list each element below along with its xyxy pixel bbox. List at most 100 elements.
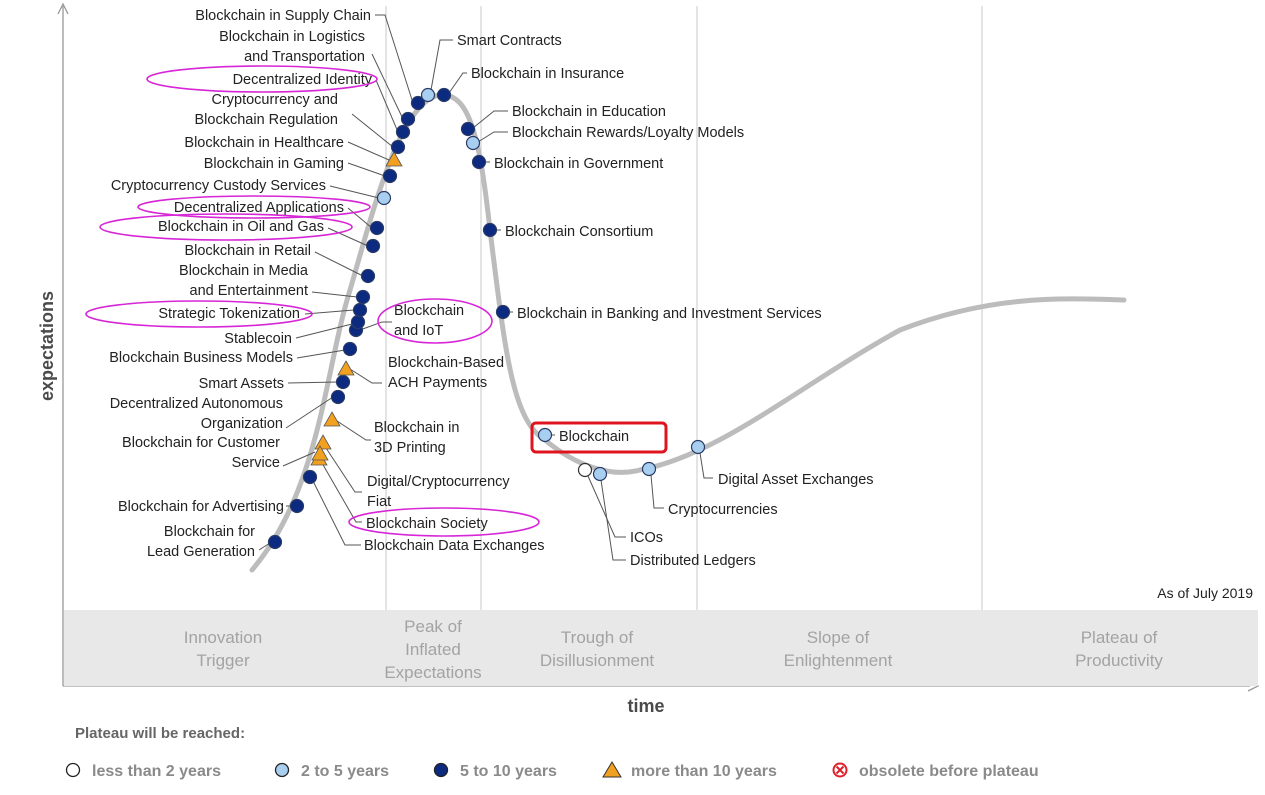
y-axis-label: expectations — [37, 291, 57, 401]
label-blockchain-in-education: Blockchain in Education — [512, 104, 666, 120]
legend-marker-less-than-2-years — [65, 762, 81, 778]
leader-line-decentralized-applications — [347, 207, 373, 229]
marker-blockchain-in-education — [460, 121, 476, 137]
marker-blockchain-rewards-loyalty-models — [465, 135, 481, 151]
marker-digital-asset-exchanges — [690, 439, 706, 455]
highlight-ellipse-blockchain-and-iot — [377, 298, 493, 344]
legend-label-obsolete-before-plateau: obsolete before plateau — [859, 763, 1039, 780]
technology-labels: Blockchain for Lead Generation Blockchain … — [109, 8, 873, 569]
label-digital-asset-exchanges: Digital Asset Exchanges — [718, 472, 874, 488]
hype-curve-line — [249, 92, 1127, 573]
label-blockchain-consortium: Blockchain Consortium — [505, 224, 653, 240]
marker-blockchain-in-logistics-and-transportation — [400, 111, 416, 127]
leader-line-stablecoin — [295, 323, 353, 339]
leader-line-distributed-ledgers — [600, 479, 626, 561]
label-blockchain-business-models: Blockchain Business Models — [109, 350, 293, 366]
legend-x-mark — [835, 765, 845, 775]
highlight-ellipse-blockchain-in-oil-and-gas — [99, 213, 353, 241]
label-blockchain-in-supply-chain: Blockchain in Supply Chain — [195, 8, 371, 24]
label-blockchain-in-oil-and-gas: Blockchain in Oil and Gas — [158, 219, 324, 235]
legend-title: Plateau will be reached: — [75, 725, 245, 742]
leader-line-cryptocurrency-and-blockchain-regulation — [351, 113, 394, 148]
label-blockchain-for-customer-service: Blockchain for Customer Service — [122, 435, 280, 471]
marker-strategic-tokenization — [352, 302, 368, 318]
marker-blockchain-for-customer-service — [311, 445, 329, 461]
leader-line-blockchain-rewards-loyalty-models — [477, 131, 508, 143]
leader-line-digital-cryptocurrency-fiat — [325, 447, 362, 493]
leader-line-blockchain-for-lead-generation — [258, 542, 271, 551]
legend-marker-5-to-10-years — [433, 762, 449, 778]
marker-blockchain-in-oil-and-gas — [365, 238, 381, 254]
leader-line-blockchain-society — [321, 462, 362, 523]
marker-cryptocurrency-and-blockchain-regulation — [390, 139, 406, 155]
marker-digital-cryptocurrency-fiat — [314, 434, 332, 450]
label-cryptocurrencies: Cryptocurrencies — [668, 502, 778, 518]
label-blockchain: Blockchain — [559, 429, 629, 445]
phase-peak-of-inflated-expectations: Peak of Inflated Expectations — [384, 617, 481, 682]
label-blockchain-in-healthcare: Blockchain in Healthcare — [184, 135, 344, 151]
leader-line-blockchain-in-education — [472, 110, 508, 129]
marker-decentralized-autonomous-organization — [330, 389, 346, 405]
marker-decentralized-applications — [369, 220, 385, 236]
phase-band: Innovation Trigger Peak of Inflated Expectat… — [64, 610, 1258, 686]
label-blockchain-in-retail: Blockchain in Retail — [184, 243, 311, 259]
label-distributed-ledgers: Distributed Ledgers — [630, 553, 756, 569]
marker-smart-assets — [335, 374, 351, 390]
leader-line-blockchain-business-models — [296, 349, 346, 359]
label-cryptocurrency-and-blockchain-regulation: Cryptocurrency and Blockchain Regulation — [195, 92, 338, 128]
marker-blockchain-for-lead-generation — [267, 534, 283, 550]
label-blockchain-based-ach-payments: Blockchain-Based ACH Payments — [388, 355, 504, 391]
leader-line-decentralized-autonomous-organization — [285, 396, 334, 429]
label-blockchain-rewards-loyalty-models: Blockchain Rewards/Loyalty Models — [512, 125, 744, 141]
label-blockchain-in-banking-and-investment-services: Blockchain in Banking and Investment Ser… — [517, 306, 822, 322]
label-blockchain-data-exchanges: Blockchain Data Exchanges — [364, 538, 545, 554]
marker-distributed-ledgers — [592, 466, 608, 482]
leader-line-blockchain-in-supply-chain — [375, 14, 414, 104]
leader-line-cryptocurrencies — [650, 474, 664, 509]
label-blockchain-society: Blockchain Society — [366, 516, 488, 532]
highlight-ellipse-blockchain-society — [348, 507, 540, 537]
marker-blockchain-in-supply-chain — [410, 95, 426, 111]
label-blockchain-in-3d-printing: Blockchain in 3D Printing — [374, 420, 459, 456]
marker-icos — [577, 462, 593, 478]
marker-blockchain-in-gaming — [382, 168, 398, 184]
marker-decentralized-identity — [395, 124, 411, 140]
marker-blockchain-in-media-and-entertainment — [355, 289, 371, 305]
x-axis-label: time — [627, 696, 664, 716]
marker-blockchain-business-models — [342, 341, 358, 357]
label-decentralized-identity: Decentralized Identity — [233, 72, 373, 88]
label-decentralized-autonomous-organization: Decentralized Autonomous Organization — [110, 396, 283, 432]
highlight-ellipse-decentralized-identity — [146, 65, 378, 93]
as-of-note: As of July 2019 — [1157, 585, 1253, 601]
legend-label-5-to-10-years: 5 to 10 years — [460, 763, 557, 780]
leader-line-blockchain-in-media-and-entertainment — [311, 291, 358, 298]
label-blockchain-in-gaming: Blockchain in Gaming — [204, 156, 344, 172]
label-blockchain-in-insurance: Blockchain in Insurance — [471, 66, 624, 82]
leader-line-smart-assets — [287, 381, 339, 384]
label-decentralized-applications: Decentralized Applications — [174, 200, 344, 216]
marker-blockchain-in-healthcare — [385, 151, 403, 167]
label-stablecoin: Stablecoin — [224, 331, 292, 347]
leader-line-smart-contracts — [430, 39, 453, 91]
legend-label-less-than-2-years: less than 2 years — [92, 763, 221, 780]
phase-plateau-of-productivity: Plateau of Productivity — [1075, 628, 1163, 670]
marker-blockchain-based-ach-payments — [337, 360, 355, 376]
label-digital-cryptocurrency-fiat: Digital/Cryptocurrency Fiat — [367, 474, 510, 510]
leader-line-blockchain-based-ach-payments — [349, 368, 382, 384]
label-cryptocurrency-custody-services: Cryptocurrency Custody Services — [111, 178, 326, 194]
legend-marker-more-than-10-years — [602, 761, 622, 778]
marker-cryptocurrencies — [641, 461, 657, 477]
label-blockchain-in-government: Blockchain in Government — [494, 156, 663, 172]
leader-line-blockchain-data-exchanges — [312, 480, 361, 546]
phase-innovation-trigger: Innovation Trigger — [184, 628, 262, 670]
leader-line-strategic-tokenization — [304, 309, 355, 315]
label-icos: ICOs — [630, 530, 663, 546]
marker-stablecoin — [350, 314, 366, 330]
leader-line-blockchain-for-customer-service — [282, 451, 316, 467]
phase-band-bg — [64, 610, 1258, 686]
leader-line-cryptocurrency-custody-services — [329, 185, 380, 199]
label-blockchain-for-advertising: Blockchain for Advertising — [118, 499, 284, 515]
label-smart-assets: Smart Assets — [199, 376, 284, 392]
leader-line-decentralized-identity — [375, 79, 399, 133]
marker-blockchain-in-banking-and-investment-services — [495, 304, 511, 320]
